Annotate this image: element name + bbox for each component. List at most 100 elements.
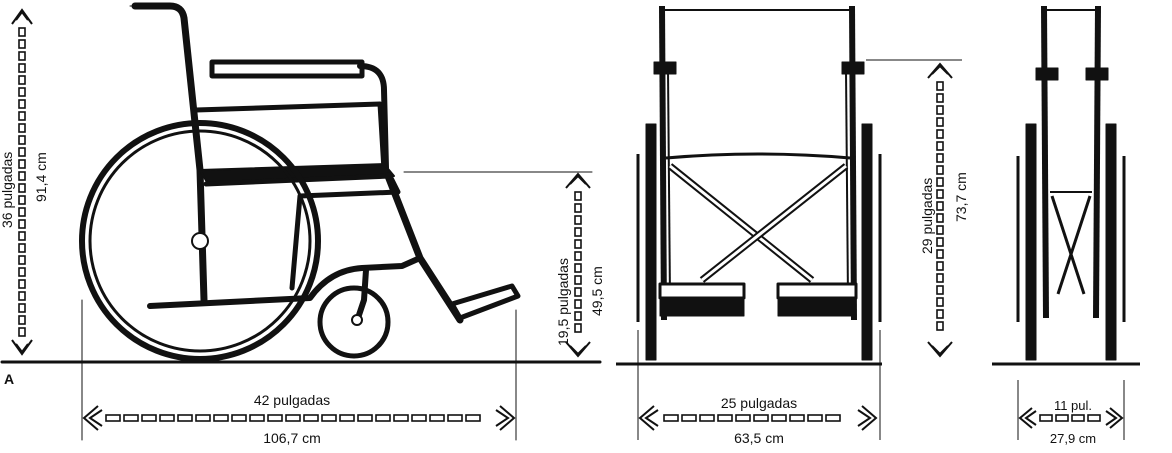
dimension-dash bbox=[18, 195, 26, 205]
front-width-metric-label: 63,5 cm bbox=[734, 430, 784, 446]
side-view bbox=[0, 2, 602, 441]
dimension-dash bbox=[936, 177, 944, 187]
dimension-dash bbox=[177, 414, 193, 422]
caster-fork bbox=[355, 267, 369, 321]
dimension-dash bbox=[375, 414, 391, 422]
rear-wheel-hub bbox=[191, 232, 209, 250]
dimension-dash bbox=[159, 414, 175, 422]
dimension-dash bbox=[18, 27, 26, 37]
dimension-dash bbox=[1055, 414, 1069, 422]
figure-label: A bbox=[4, 371, 14, 387]
front-left-footrest bbox=[658, 282, 746, 300]
height-dimension-arrow bbox=[11, 8, 33, 356]
dimension-dash bbox=[18, 171, 26, 181]
folded-left-wheel bbox=[1025, 123, 1037, 361]
dimension-dash bbox=[699, 414, 715, 422]
folded-cross-a bbox=[1050, 195, 1086, 295]
dimension-dash bbox=[357, 414, 373, 422]
dimension-dash bbox=[411, 414, 427, 422]
folded-right-clamp bbox=[1085, 67, 1109, 81]
front-right-clamp bbox=[841, 61, 865, 75]
dimension-dash bbox=[936, 81, 944, 91]
dimension-dash bbox=[936, 225, 944, 235]
dimension-dash bbox=[18, 183, 26, 193]
front-right-wheel bbox=[861, 123, 873, 361]
dimension-dash bbox=[574, 287, 582, 297]
dimension-dash bbox=[18, 39, 26, 49]
dimension-dash bbox=[18, 291, 26, 301]
dimension-dash bbox=[574, 311, 582, 321]
dimension-dash bbox=[753, 414, 769, 422]
dimension-dash bbox=[18, 51, 26, 61]
front-view bbox=[616, 5, 962, 440]
front-left-post bbox=[659, 5, 667, 321]
dimension-dash bbox=[825, 414, 841, 422]
dimension-dash bbox=[18, 255, 26, 265]
dimension-dash bbox=[574, 251, 582, 261]
dimension-dash bbox=[18, 99, 26, 109]
dimension-dash bbox=[267, 414, 283, 422]
dimension-dash bbox=[231, 414, 247, 422]
dimension-dash bbox=[936, 201, 944, 211]
length-dimension-arrow bbox=[82, 405, 516, 431]
armrest-frame bbox=[193, 101, 387, 173]
folded-right-wheel bbox=[1105, 123, 1117, 361]
front-left-footrest-base bbox=[659, 299, 745, 317]
dimension-dash bbox=[717, 414, 733, 422]
seat-sling bbox=[203, 173, 401, 291]
dimension-dash bbox=[18, 327, 26, 337]
dimension-dash bbox=[936, 249, 944, 259]
dimension-dash bbox=[18, 219, 26, 229]
height-metric-label: 91,4 cm bbox=[33, 152, 49, 202]
seat-height-dimension-arrow bbox=[565, 172, 591, 358]
dimension-dash bbox=[807, 414, 823, 422]
folded-right-post bbox=[1093, 5, 1101, 319]
dimension-dash bbox=[681, 414, 697, 422]
caster-wheel bbox=[317, 285, 391, 359]
front-width-imperial-label: 25 pulgadas bbox=[721, 395, 797, 411]
length-metric-label: 106,7 cm bbox=[263, 430, 321, 446]
dimension-dash bbox=[574, 275, 582, 285]
folded-cross-b bbox=[1056, 195, 1092, 295]
dimension-dash bbox=[936, 309, 944, 319]
dimension-dash bbox=[936, 273, 944, 283]
dimension-dash bbox=[18, 123, 26, 133]
dimension-dash bbox=[1087, 414, 1101, 422]
dimension-dash bbox=[18, 63, 26, 73]
dimension-dash bbox=[18, 87, 26, 97]
dimension-dash bbox=[18, 207, 26, 217]
length-imperial-label: 42 pulgadas bbox=[254, 392, 330, 408]
dimension-dash bbox=[771, 414, 787, 422]
dimension-dash bbox=[574, 239, 582, 249]
dimension-dash bbox=[936, 141, 944, 151]
front-left-clamp bbox=[653, 61, 677, 75]
dimension-dash bbox=[1039, 414, 1053, 422]
rear-wheel-outer bbox=[79, 120, 321, 362]
dimension-dash bbox=[18, 147, 26, 157]
dimension-dash bbox=[18, 111, 26, 121]
folded-width-metric-label: 27,9 cm bbox=[1050, 431, 1096, 446]
dimension-dash bbox=[18, 75, 26, 85]
front-left-wheel bbox=[645, 123, 657, 361]
lower-rail bbox=[147, 255, 423, 309]
armrest-height-dimension-arrow bbox=[927, 62, 953, 358]
dimension-dash bbox=[321, 414, 337, 422]
front-left-post-inner bbox=[667, 69, 671, 301]
dimension-dash bbox=[18, 135, 26, 145]
dimension-dash bbox=[465, 414, 481, 422]
dimension-dash bbox=[936, 165, 944, 175]
front-seat bbox=[665, 152, 851, 160]
armrest-height-metric-label: 73,7 cm bbox=[953, 172, 969, 222]
dimension-dash bbox=[936, 129, 944, 139]
folded-view bbox=[992, 5, 1140, 440]
dimension-dash bbox=[574, 191, 582, 201]
back-post bbox=[131, 2, 208, 304]
dimension-dash bbox=[936, 297, 944, 307]
dimension-dash bbox=[285, 414, 301, 422]
dimension-dash bbox=[18, 159, 26, 169]
folded-width-dimension-arrow bbox=[1018, 407, 1124, 429]
seat-height-imperial-label: 19,5 pulgadas bbox=[555, 258, 571, 346]
dimension-dash bbox=[18, 315, 26, 325]
dimension-dash bbox=[1071, 414, 1085, 422]
